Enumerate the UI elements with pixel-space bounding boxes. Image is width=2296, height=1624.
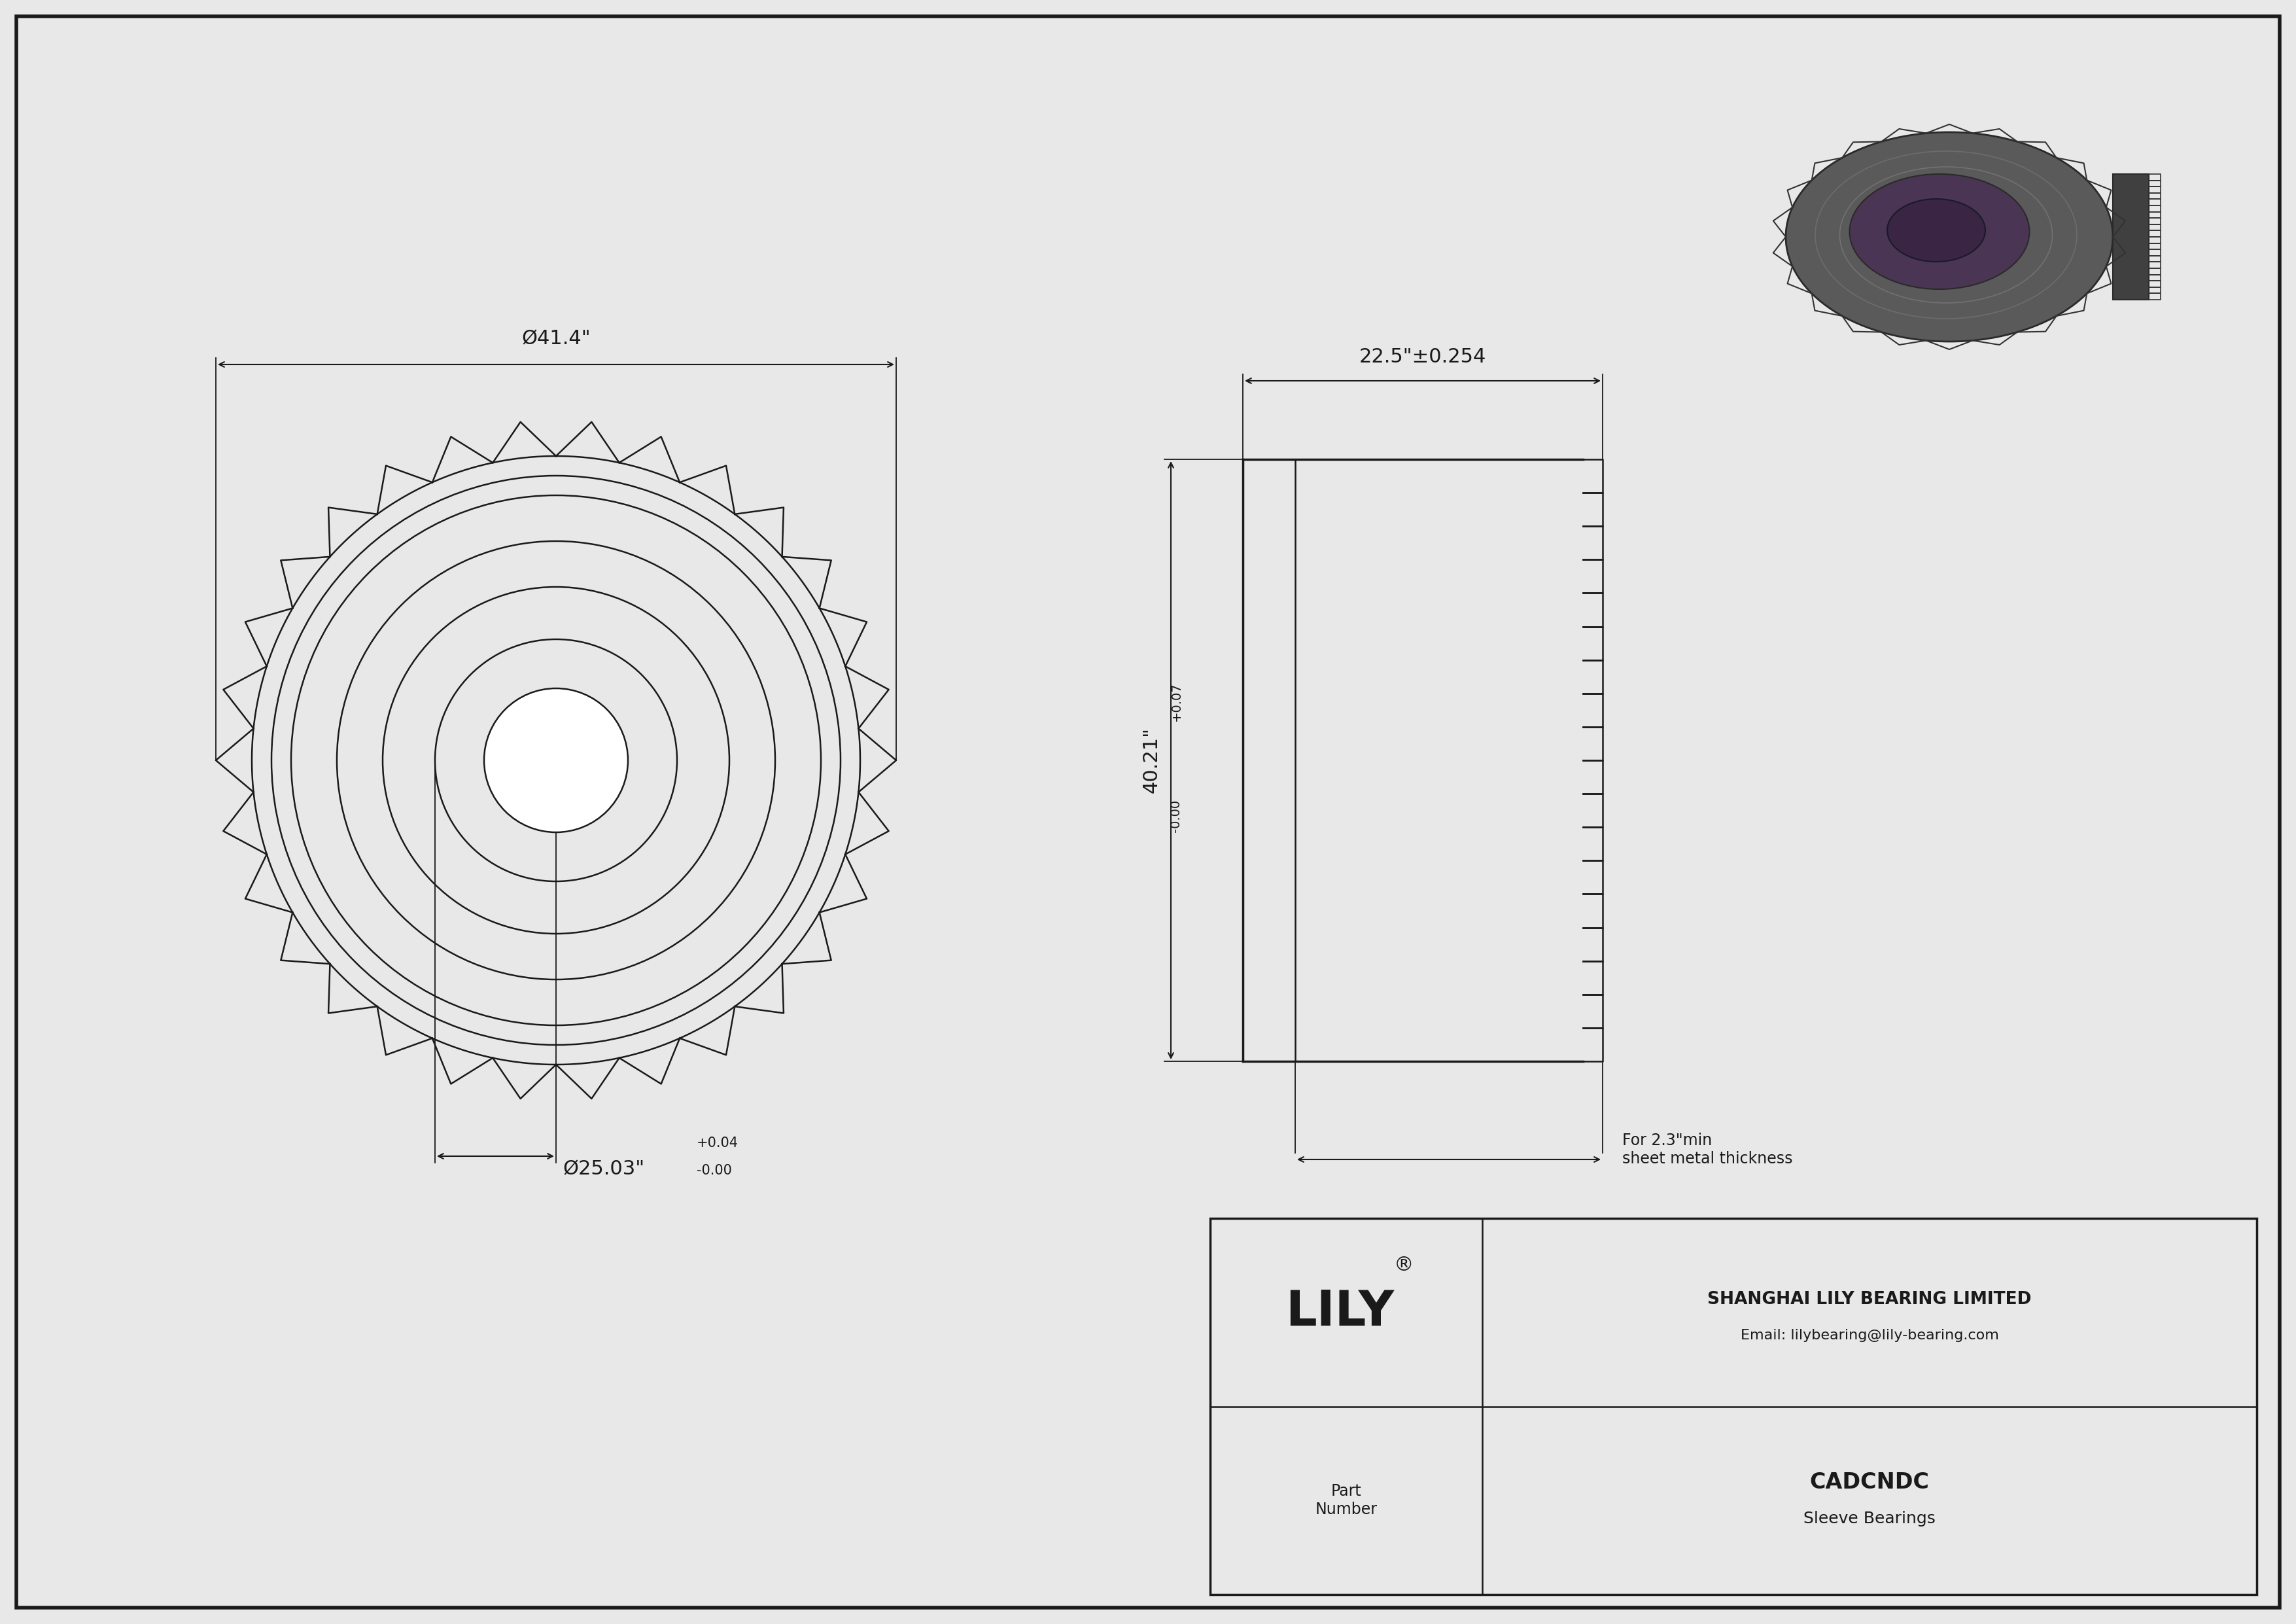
Text: SHANGHAI LILY BEARING LIMITED: SHANGHAI LILY BEARING LIMITED: [1708, 1291, 2032, 1307]
Text: Part
Number: Part Number: [1316, 1484, 1378, 1517]
Polygon shape: [2112, 174, 2149, 300]
Text: CADCNDC: CADCNDC: [1809, 1471, 1929, 1492]
Text: +0.04: +0.04: [696, 1137, 739, 1150]
Text: 40.21": 40.21": [1141, 728, 1162, 794]
Bar: [1210, 1218, 2257, 1595]
Text: +0.07: +0.07: [1171, 682, 1182, 721]
Ellipse shape: [1887, 198, 1986, 261]
Text: Email: lilybearing@lily-bearing.com: Email: lilybearing@lily-bearing.com: [1740, 1328, 1998, 1341]
Text: -0.00: -0.00: [696, 1164, 732, 1177]
Text: ®: ®: [1394, 1255, 1414, 1275]
Circle shape: [484, 689, 629, 831]
Text: For 2.3"min
sheet metal thickness: For 2.3"min sheet metal thickness: [1623, 1132, 1793, 1166]
Ellipse shape: [1851, 174, 2030, 289]
Text: 22.5"±0.254: 22.5"±0.254: [1359, 348, 1486, 367]
Text: -0.00: -0.00: [1171, 799, 1182, 833]
Text: Sleeve Bearings: Sleeve Bearings: [1802, 1510, 1936, 1527]
Text: Ø41.4": Ø41.4": [521, 330, 590, 348]
Text: LILY: LILY: [1286, 1288, 1394, 1337]
Text: Ø25.03": Ø25.03": [563, 1160, 645, 1179]
Ellipse shape: [1786, 132, 2112, 341]
